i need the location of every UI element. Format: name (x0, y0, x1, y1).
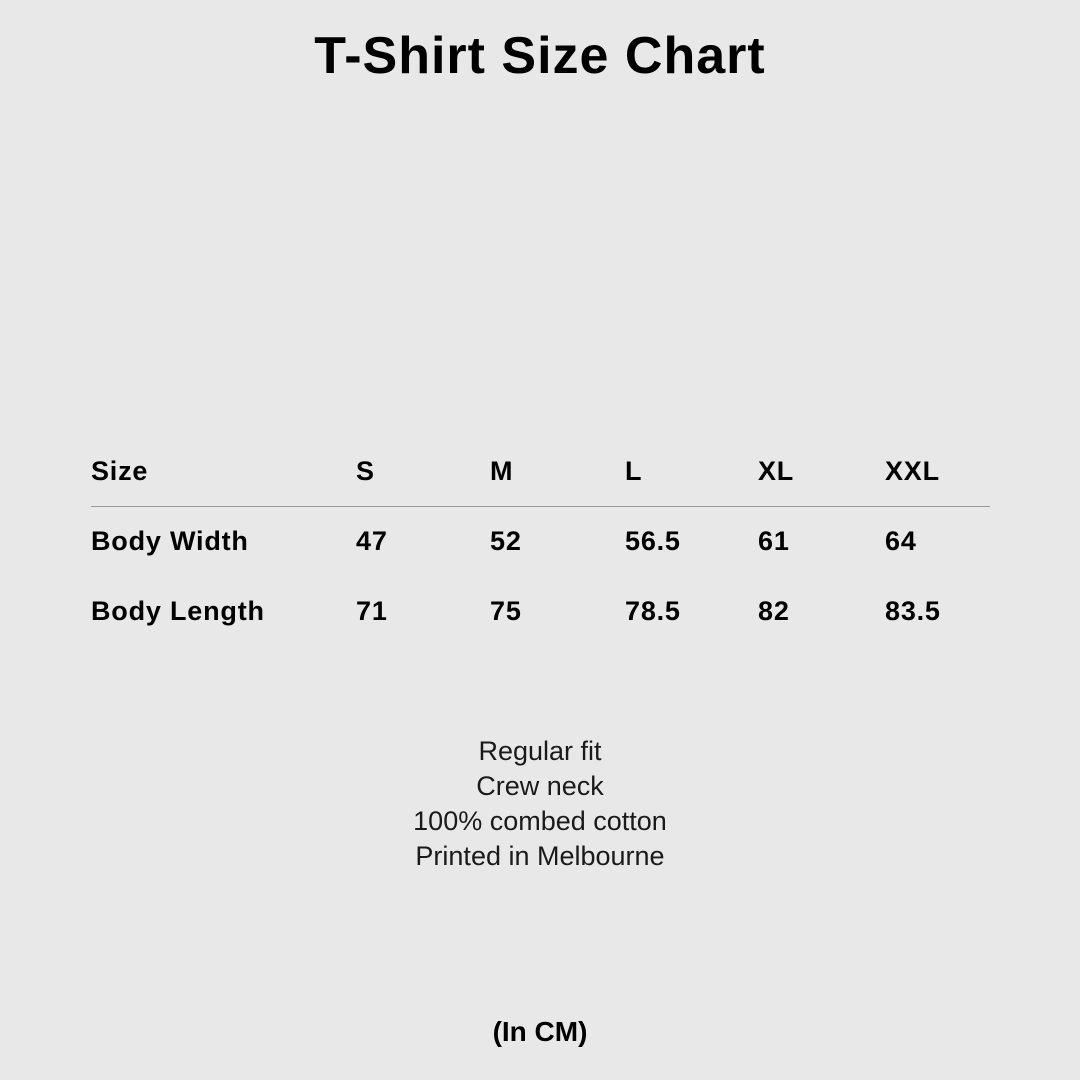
table-cell: 82 (758, 596, 790, 626)
page-title: T-Shirt Size Chart (314, 27, 766, 85)
header-cell: XXL (885, 456, 940, 486)
header-cell: M (490, 456, 514, 486)
header-cell: L (625, 456, 643, 486)
header-divider (91, 506, 990, 507)
row-label: Body Width (91, 526, 249, 556)
table-cell: 75 (490, 596, 522, 626)
table-cell: 61 (758, 526, 790, 556)
table-cell: 52 (490, 526, 522, 556)
table-cell: 64 (885, 526, 917, 556)
header-cell: XL (758, 456, 795, 486)
table-cell: 78.5 (625, 596, 681, 626)
table-cell: 71 (356, 596, 388, 626)
note-origin: Printed in Melbourne (415, 841, 665, 871)
note-neck: Crew neck (476, 771, 604, 801)
unit-label: (In CM) (492, 1016, 588, 1047)
header-cell: S (356, 456, 375, 486)
table-cell: 83.5 (885, 596, 941, 626)
table-cell: 56.5 (625, 526, 681, 556)
table-row: Body Length 71 75 78.5 82 83.5 (0, 596, 1080, 636)
note-material: 100% combed cotton (413, 806, 667, 836)
note-fit: Regular fit (478, 736, 602, 766)
product-notes: Regular fit Crew neck 100% combed cotton… (0, 734, 1080, 874)
table-row: Body Width 47 52 56.5 61 64 (0, 526, 1080, 566)
header-cell: Size (91, 456, 149, 486)
table-cell: 47 (356, 526, 388, 556)
row-label: Body Length (91, 596, 265, 626)
table-header-row: Size S M L XL XXL (0, 456, 1080, 496)
